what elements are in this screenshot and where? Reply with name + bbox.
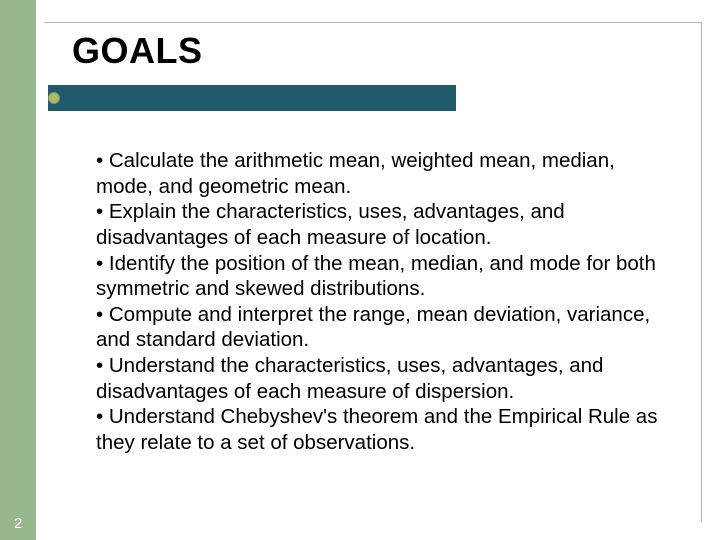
bullet-item: • Understand the characteristics, uses, … — [96, 353, 668, 404]
bullet-item: • Compute and interpret the range, mean … — [96, 302, 668, 353]
title-bullet-dot-icon — [48, 92, 60, 104]
bullet-item: • Explain the characteristics, uses, adv… — [96, 199, 668, 250]
bullet-item: • Calculate the arithmetic mean, weighte… — [96, 148, 668, 199]
bullet-item: • Identify the position of the mean, med… — [96, 251, 668, 302]
left-accent-strip — [0, 0, 36, 540]
title-underline-bar — [48, 85, 456, 111]
bullet-item: • Understand Chebyshev's theorem and the… — [96, 404, 668, 455]
slide-title: GOALS — [72, 30, 203, 72]
page-number: 2 — [14, 515, 22, 532]
slide-body: • Calculate the arithmetic mean, weighte… — [96, 148, 668, 456]
